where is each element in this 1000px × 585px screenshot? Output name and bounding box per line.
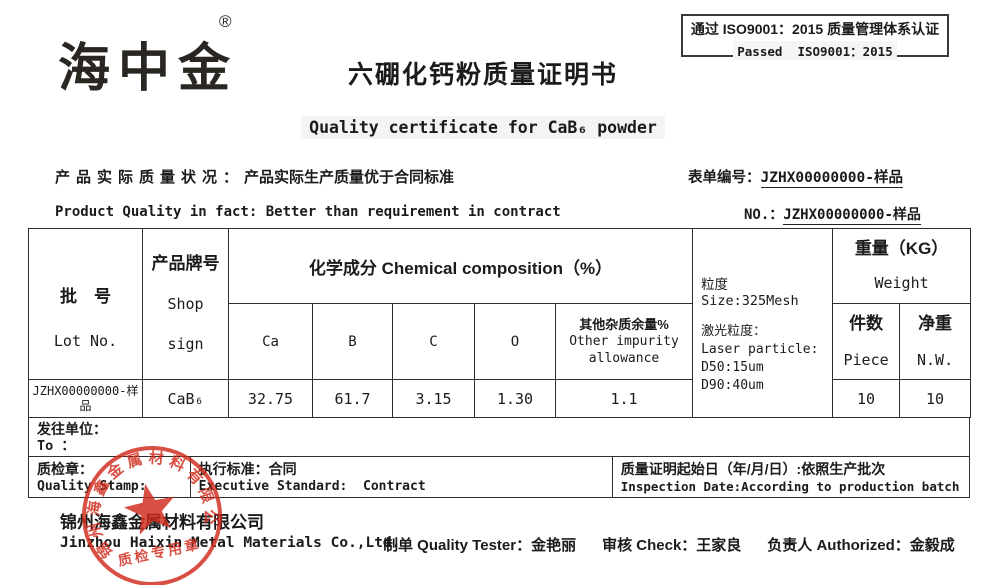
company-stamp-icon: 锦州海鑫金属材料有限公司 质检专用章 [73,437,224,585]
stamp-ring [82,446,222,585]
laser-particle-d50: D50:15um [701,360,764,375]
company-name-en: Jinzhou Haixin Metal Materials Co.,Ltd. [60,535,401,551]
header-piece-zh: 件数 [849,313,884,333]
iso-certification-box: 通过 ISO9001：2015 质量管理体系认证 Passed ISO9001：… [681,14,949,60]
stamp-inner-text: 质检专用章 [116,536,202,569]
value-shop-sign: CaB₆ [142,379,229,418]
header-shop-sign: 产品牌号 Shop sign [142,228,229,380]
value-net-weight: 10 [899,379,972,418]
value-ca: 32.75 [228,379,313,418]
header-element-ca: Ca [228,303,313,380]
document-title-en-text: Quality certificate for CaB₆ powder [301,116,665,139]
value-lot-no: JZHX00000000-样品 [28,379,143,418]
quality-tester: 制单 Quality Tester：金艳丽 [383,537,577,554]
header-piece-en: Piece [843,350,889,369]
header-element-c: C [392,303,475,380]
header-piece: 件数 Piece [832,303,901,380]
laser-particle-zh: 激光粒度： [701,324,767,339]
checker: 审核 Check：王家良 [602,537,742,554]
ship-to-row: 发往单位： To ： [29,417,969,457]
header-lot-en: Lot No. [53,332,118,350]
footer-signatures: 制单 Quality Tester：金艳丽 审核 Check：王家良 负责人 A… [383,534,955,555]
form-number-value: JZHX00000000-样品 [760,170,903,188]
value-b: 61.7 [312,379,393,418]
laser-particle-en: Laser particle: [701,342,819,357]
header-nw-zh: 净重 [918,313,953,333]
header-lot-zh: 批 号 [60,287,111,306]
signature-row: 质检章： Quality Stamp: 执行标准：合同 Executive St… [29,456,969,497]
header-other-impurity-zh: 其他杂质余量% [579,317,669,332]
header-element-b: B [312,303,393,380]
form-number-line-en: NO.：JZHX00000000-样品 [744,204,921,225]
ship-to-en: To ： [37,438,75,454]
quality-stamp-cell: 质检章： Quality Stamp: [29,456,191,497]
product-status-line-en: Product Quality in fact: Better than req… [55,204,561,220]
form-number-label-en: NO.： [744,207,784,223]
table-row: JZHX00000000-样品 CaB₆ 32.75 61.7 3.15 1.3… [28,379,972,418]
executive-standard-en: Executive Standard: Contract [198,478,426,494]
laser-particle-d90: D90:40um [701,378,764,393]
iso-line-zh: 通过 ISO9001：2015 质量管理体系认证 [690,21,940,37]
form-number-line-zh: 表单编号：JZHX00000000-样品 [688,166,903,188]
header-other-impurity: 其他杂质余量% Other impurity allowance [554,303,694,380]
inspection-date-cell: 质量证明起始日（年/月/日）:依照生产批次 Inspection Date:Ac… [613,457,969,497]
header-weight-zh: 重量（KG） [854,239,949,258]
header-shop-zh: 产品牌号 [151,254,220,273]
table-bottom-rows: 发往单位： To ： 质检章： Quality Stamp: 执行标准：合同 E… [28,417,970,498]
quality-stamp-zh: 质检章： [37,460,93,477]
product-status-label-zh: 产品实际质量状况： [55,169,245,186]
product-status-line-zh: 产品实际质量状况：产品实际生产质量优于合同标准 [55,166,454,187]
header-lot-no: 批 号 Lot No. [28,228,143,380]
form-number-label-zh: 表单编号： [688,170,761,186]
header-weight: 重量（KG） Weight [832,228,972,304]
value-c: 3.15 [392,379,475,418]
registered-trademark-icon: ® [219,12,232,31]
executive-standard-cell: 执行标准：合同 Executive Standard: Contract [191,456,613,497]
header-chemical-composition: 化学成分 Chemical composition（%） [227,228,694,304]
header-other-impurity-en1: Other impurity [569,334,679,349]
form-number-value-en: JZHX00000000-样品 [783,207,921,225]
header-shop-en2: sign [167,335,204,353]
header-net-weight: 净重 N.W. [899,303,972,380]
ship-to-zh: 发往单位： [37,421,107,437]
header-element-o: O [474,303,556,380]
value-other-impurity: 1.1 [554,379,694,418]
product-status-value-zh: 产品实际生产质量优于合同标准 [244,169,455,186]
certificate-table: 批 号 Lot No. 产品牌号 Shop sign 化学成分 Chemical… [28,228,972,418]
document-title-en: Quality certificate for CaB₆ powder [0,116,966,139]
header-nw-en: N.W. [917,350,954,369]
inspection-date-zh: 质量证明起始日（年/月/日）:依照生产批次 [620,460,886,477]
header-weight-en: Weight [874,274,929,292]
inspection-date-en: Inspection Date:According to production … [620,478,960,494]
value-o: 1.30 [474,379,556,418]
particle-size-mesh: 粒度 Size:325Mesh [701,277,799,309]
document-title-zh: 六硼化钙粉质量证明书 [347,61,618,89]
header-other-impurity-en2: allowance [588,351,660,366]
authorized-person: 负责人 Authorized：金毅成 [767,537,955,554]
company-logo: 海中金 [58,38,239,99]
header-shop-en1: Shop [167,295,204,313]
executive-standard-zh: 执行标准：合同 [198,460,297,477]
value-piece: 10 [832,379,901,418]
stamp-star-icon [123,483,175,535]
header-particle-size: 粒度 Size:325Mesh 激光粒度： Laser particle: D5… [692,228,834,418]
iso-line-en: Passed ISO9001：2015 [733,41,897,60]
